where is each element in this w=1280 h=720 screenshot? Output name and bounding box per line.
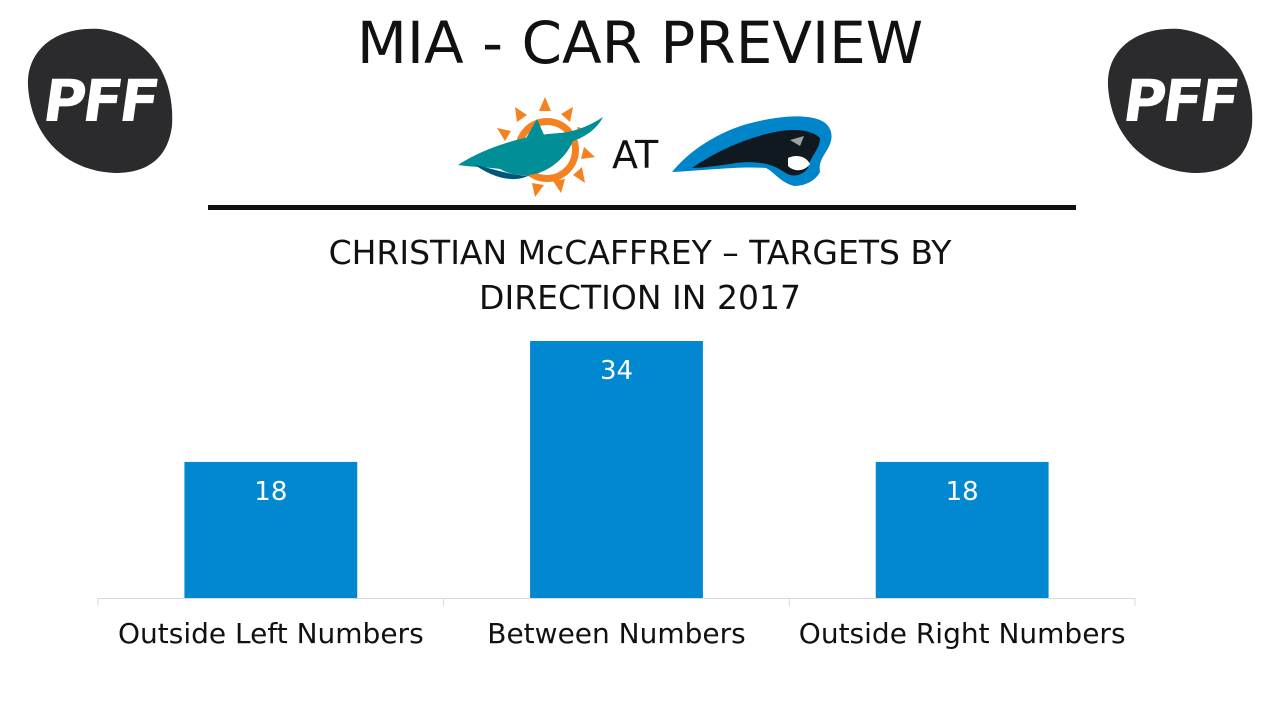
- pff-logo-left: PFF: [25, 26, 175, 176]
- matchup: AT: [455, 95, 835, 200]
- panthers-logo-icon: [672, 116, 832, 186]
- page-title: MIA - CAR PREVIEW: [356, 9, 924, 77]
- bar-2: [530, 341, 703, 598]
- football-icon: [27, 28, 173, 173]
- x-tick-label: Outside Left Numbers: [118, 617, 424, 650]
- data-label: 18: [254, 477, 287, 507]
- bar-3: [875, 461, 1049, 598]
- header-divider: [208, 205, 1076, 210]
- pff-logo-right: PFF: [1105, 26, 1255, 176]
- chart-title: CHRISTIAN McCAFFREY – TARGETS BY DIRECTI…: [0, 230, 1280, 320]
- bar-chart: 18 Outside Left Numbers 34 Between Numbers 1…: [97, 341, 1136, 650]
- data-label: 34: [600, 356, 633, 386]
- chart-title-line-2: DIRECTION IN 2017: [479, 278, 801, 317]
- data-label: 18: [946, 477, 979, 507]
- football-icon: [1107, 28, 1253, 173]
- bar-1: [184, 461, 358, 598]
- at-label: AT: [612, 133, 659, 177]
- dolphins-logo-icon: [458, 97, 603, 197]
- x-tick-label: Outside Right Numbers: [799, 617, 1126, 650]
- x-tick-label: Between Numbers: [487, 617, 745, 650]
- chart-title-line-1: CHRISTIAN McCAFFREY – TARGETS BY: [328, 233, 952, 272]
